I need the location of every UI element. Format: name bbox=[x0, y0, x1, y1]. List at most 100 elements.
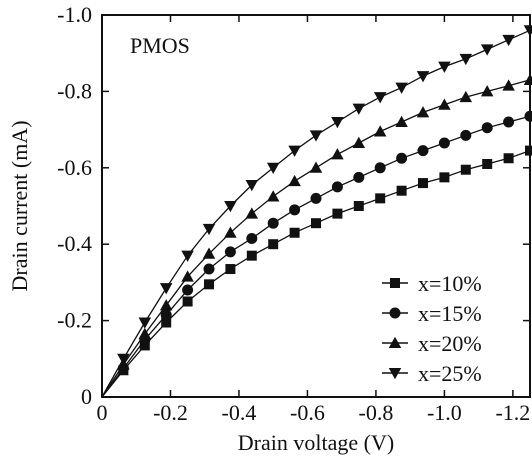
x-tick-label: -1.0 bbox=[427, 400, 462, 425]
data-point-triangle-up bbox=[502, 79, 515, 91]
x-tick-label: -0.6 bbox=[290, 400, 325, 425]
y-tick-label: -0.4 bbox=[57, 231, 92, 256]
x-tick-label: -0.2 bbox=[153, 400, 188, 425]
data-point-triangle-up bbox=[395, 115, 408, 127]
data-point-circle bbox=[353, 171, 365, 183]
data-point-triangle-up bbox=[288, 174, 301, 187]
data-point-triangle-up bbox=[438, 98, 451, 110]
y-tick-label: -0.8 bbox=[57, 78, 92, 103]
data-point-triangle-down bbox=[159, 283, 173, 295]
data-point-triangle-down bbox=[224, 201, 237, 213]
x-tick-label: -0.8 bbox=[359, 400, 394, 425]
data-point-circle bbox=[310, 192, 322, 204]
y-tick-label: 0 bbox=[81, 384, 92, 409]
data-point-circle bbox=[460, 129, 472, 141]
data-point-triangle-down bbox=[117, 353, 130, 366]
y-tick-label: -0.2 bbox=[57, 308, 92, 333]
data-point-circle bbox=[389, 307, 401, 319]
y-tick-label: -0.6 bbox=[57, 155, 92, 180]
data-point-triangle-down bbox=[416, 71, 430, 83]
data-point-square bbox=[268, 239, 279, 250]
data-point-square bbox=[204, 279, 214, 290]
data-point-circle bbox=[374, 162, 386, 174]
data-point-triangle-down bbox=[202, 223, 216, 236]
data-point-triangle-down bbox=[395, 82, 408, 94]
data-point-square bbox=[311, 218, 321, 229]
data-point-triangle-up bbox=[352, 136, 366, 148]
data-point-triangle-up bbox=[331, 148, 344, 160]
data-point-triangle-down bbox=[181, 250, 194, 262]
data-point-square bbox=[161, 317, 172, 328]
data-point-square bbox=[246, 250, 257, 261]
data-point-square bbox=[375, 193, 386, 204]
data-point-square bbox=[182, 296, 193, 307]
data-point-circle bbox=[246, 232, 258, 244]
data-point-triangle-up bbox=[373, 125, 387, 137]
data-point-circle bbox=[524, 110, 532, 122]
data-point-triangle-up bbox=[416, 106, 430, 118]
data-point-triangle-down bbox=[373, 92, 387, 104]
data-point-square bbox=[418, 178, 428, 189]
data-point-triangle-up bbox=[181, 270, 194, 282]
data-point-triangle-up bbox=[309, 161, 323, 173]
data-point-triangle-up bbox=[459, 90, 473, 103]
data-point-square bbox=[353, 201, 364, 211]
legend: x=10% x=15% x=20% x=25% bbox=[382, 271, 482, 386]
data-point-triangle-up bbox=[266, 190, 280, 202]
data-point-triangle-down bbox=[331, 116, 344, 129]
x-axis-title: Drain voltage (V) bbox=[238, 430, 394, 455]
data-point-circle bbox=[267, 217, 279, 229]
legend-label: x=15% bbox=[418, 301, 482, 326]
data-point-triangle-up bbox=[224, 226, 237, 238]
data-point-square bbox=[439, 172, 450, 183]
data-point-triangle-down bbox=[523, 25, 532, 37]
data-point-triangle-up bbox=[159, 299, 173, 311]
data-point-triangle-down bbox=[459, 53, 473, 66]
data-point-triangle-down bbox=[502, 34, 515, 47]
data-point-triangle-up bbox=[523, 73, 532, 85]
data-point-circle bbox=[438, 137, 450, 149]
data-point-square bbox=[503, 153, 514, 164]
data-point-triangle-up bbox=[138, 327, 152, 339]
data-point-triangle-up bbox=[480, 85, 494, 97]
data-point-square bbox=[396, 185, 407, 196]
data-point-square bbox=[525, 145, 532, 156]
series-layer bbox=[101, 25, 532, 398]
data-point-triangle-up bbox=[202, 247, 216, 259]
data-point-triangle-up bbox=[245, 207, 259, 219]
data-point-triangle-down bbox=[138, 317, 152, 329]
data-point-square bbox=[482, 158, 493, 169]
data-point-triangle-down bbox=[388, 368, 402, 380]
data-point-circle bbox=[481, 122, 493, 134]
x-tick-label: -0.4 bbox=[222, 400, 257, 425]
data-point-triangle-down bbox=[288, 145, 301, 157]
legend-label: x=10% bbox=[418, 271, 482, 296]
data-point-triangle-down bbox=[438, 61, 451, 73]
data-point-triangle-down bbox=[266, 162, 280, 175]
data-point-circle bbox=[503, 116, 515, 128]
data-point-square bbox=[225, 264, 236, 275]
axis-ticks: 0 -0.2 -0.4 -0.6 -0.8 -1.0 -1.2 0 -0.2 -0.4 -0.6 -0… bbox=[57, 2, 530, 425]
data-point-square bbox=[390, 278, 400, 288]
data-point-triangle-down bbox=[480, 44, 494, 56]
data-point-circle bbox=[182, 284, 194, 296]
x-tick-label: 0 bbox=[97, 400, 108, 425]
data-point-circle bbox=[331, 181, 343, 193]
data-point-circle bbox=[224, 246, 236, 258]
data-point-square bbox=[460, 164, 471, 175]
data-point-triangle-up bbox=[388, 336, 402, 348]
data-point-circle bbox=[417, 145, 429, 157]
data-point-square bbox=[332, 208, 343, 219]
legend-label: x=25% bbox=[418, 361, 482, 386]
data-point-square bbox=[139, 340, 150, 351]
device-type-label: PMOS bbox=[130, 33, 190, 58]
y-tick-label: -1.0 bbox=[57, 2, 92, 27]
legend-label: x=20% bbox=[418, 331, 482, 356]
data-point-triangle-down bbox=[352, 103, 366, 115]
data-point-circle bbox=[289, 204, 301, 216]
x-tick-label: -1.2 bbox=[495, 400, 530, 425]
data-point-square bbox=[289, 227, 300, 238]
plot-frame bbox=[101, 14, 531, 398]
data-point-triangle-down bbox=[309, 130, 323, 142]
